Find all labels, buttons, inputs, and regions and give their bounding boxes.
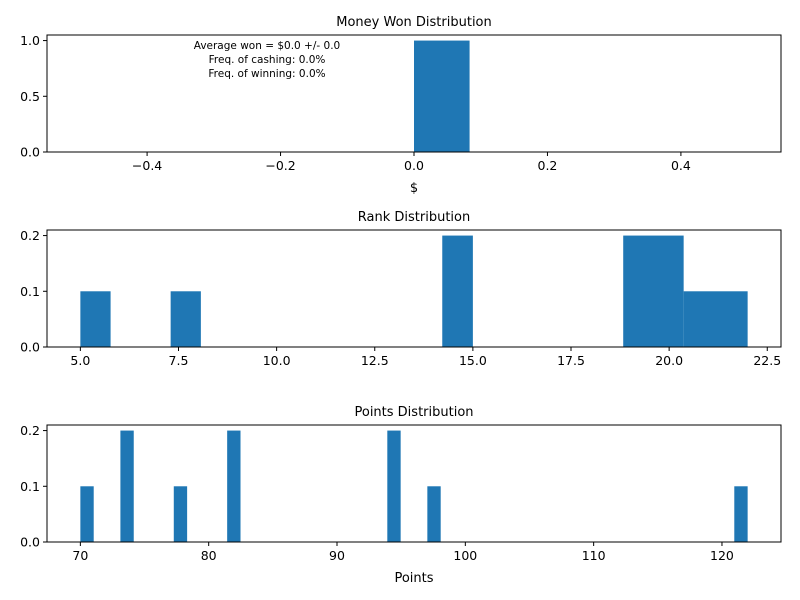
x-tick-label: −0.2: [265, 158, 295, 173]
y-tick-label: 0.2: [20, 228, 40, 243]
y-tick-label: 0.5: [20, 89, 40, 104]
x-tick-label: 70: [72, 548, 88, 563]
x-tick-label: 5.0: [70, 353, 90, 368]
plot-frame: [46, 229, 782, 348]
histogram-bar: [173, 486, 188, 542]
stats-annotation: Freq. of cashing: 0.0%: [209, 54, 326, 66]
y-tick-label: 0.0: [20, 535, 40, 550]
histogram-bar: [442, 235, 473, 347]
x-tick-label: 12.5: [361, 353, 389, 368]
x-tick-label: 7.5: [169, 353, 189, 368]
x-tick-label: 0.0: [404, 158, 424, 173]
x-tick-label: 120: [710, 548, 734, 563]
chart-title: Money Won Distribution: [336, 15, 492, 30]
x-tick-label: 0.2: [538, 158, 558, 173]
x-tick-label: 10.0: [263, 353, 291, 368]
histogram-bar: [120, 430, 134, 542]
x-axis-label: $: [410, 181, 418, 196]
x-tick-label: −0.4: [132, 158, 162, 173]
histogram-bar: [427, 486, 441, 542]
chart-panel-3: Points Distribution 70 80 90 100 110 120 0.0 0.1…: [20, 405, 782, 586]
histogram-bar: [170, 291, 201, 347]
x-tick-label: 90: [329, 548, 345, 563]
x-tick-label: 17.5: [557, 353, 585, 368]
histogram-bar: [227, 430, 241, 542]
chart-title: Rank Distribution: [358, 210, 470, 225]
x-tick-label: 15.0: [459, 353, 487, 368]
y-tick-label: 0.0: [20, 340, 40, 355]
y-tick-label: 0.1: [20, 284, 40, 299]
chart-panel-1: Money Won Distribution −0.4 −0.2 0.0 0.2 0.4 0…: [20, 15, 782, 196]
histogram-bar: [414, 40, 470, 153]
stats-annotation: Freq. of winning: 0.0%: [208, 68, 325, 80]
histogram-bar: [734, 486, 748, 542]
x-tick-label: 110: [582, 548, 606, 563]
y-tick-label: 0.1: [20, 479, 40, 494]
x-tick-label: 80: [201, 548, 217, 563]
x-axis-label: Points: [394, 571, 433, 586]
histogram-bar: [387, 430, 401, 542]
y-tick-label: 1.0: [20, 33, 40, 48]
y-tick-label: 0.0: [20, 145, 40, 160]
histogram-bar: [623, 235, 684, 347]
chart-panel-2: Rank Distribution 5.0 7.5 10.0 12.5 15.0 17.5 2…: [20, 210, 782, 368]
histogram-bar: [683, 291, 748, 347]
plot-frame: [46, 424, 782, 543]
x-tick-label: 22.5: [753, 353, 781, 368]
y-tick-label: 0.2: [20, 423, 40, 438]
x-tick-label: 100: [453, 548, 477, 563]
histogram-bar: [80, 486, 94, 542]
chart-title: Points Distribution: [354, 405, 473, 420]
stats-annotation: Average won = $0.0 +/- 0.0: [194, 40, 340, 52]
x-tick-label: 20.0: [655, 353, 683, 368]
histogram-bar: [80, 291, 111, 347]
x-tick-label: 0.4: [671, 158, 691, 173]
